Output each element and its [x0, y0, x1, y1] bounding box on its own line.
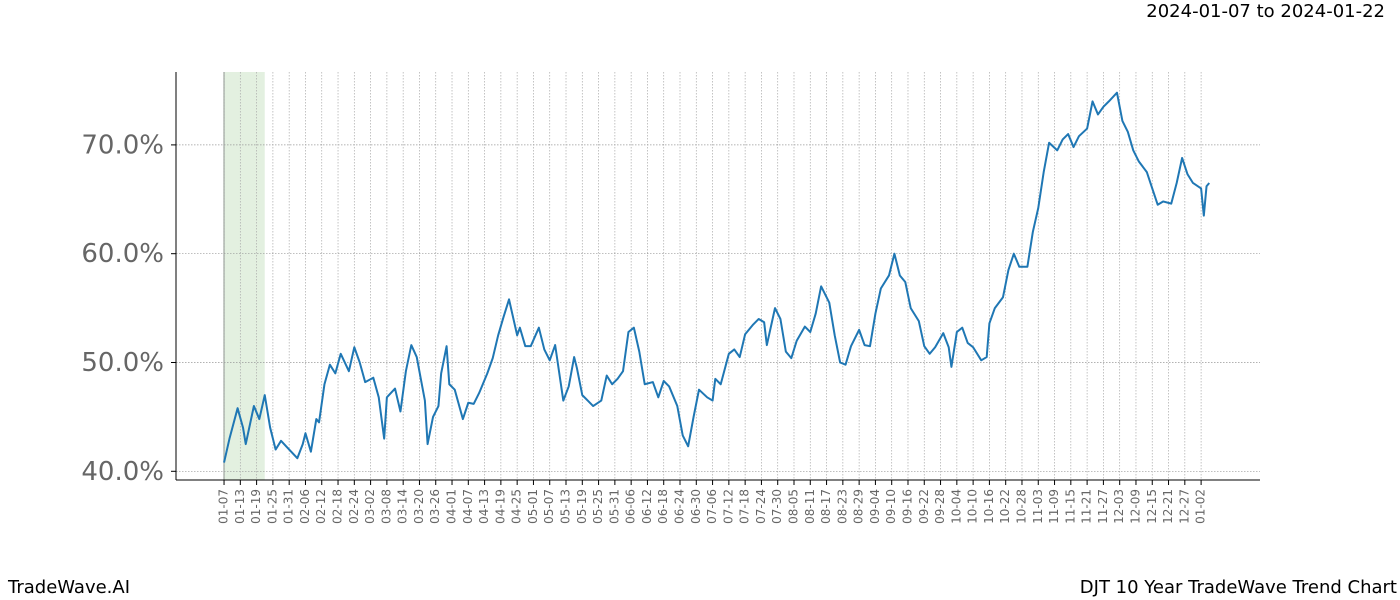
- x-tick-label: 09-16: [900, 489, 914, 524]
- x-tick-label: 04-19: [493, 489, 507, 524]
- x-tick-label: 08-05: [786, 489, 800, 524]
- y-tick-label: 70.0%: [81, 130, 164, 160]
- x-tick-label: 03-02: [363, 489, 377, 524]
- x-tick-label: 08-29: [852, 489, 866, 524]
- x-tick-label: 10-28: [1014, 489, 1028, 524]
- x-tick-label: 04-13: [477, 489, 491, 524]
- y-tick-label: 50.0%: [81, 348, 164, 378]
- x-tick-label: 11-15: [1063, 489, 1077, 524]
- x-tick-label: 07-24: [754, 489, 768, 524]
- x-tick-label: 05-31: [607, 489, 621, 524]
- x-tick-label: 12-09: [1128, 489, 1142, 524]
- x-tick-label: 07-12: [721, 489, 735, 524]
- x-tick-label: 12-03: [1112, 489, 1126, 524]
- x-tick-label: 10-10: [966, 489, 980, 524]
- x-tick-label: 06-06: [624, 489, 638, 524]
- x-tick-label: 09-04: [868, 489, 882, 524]
- x-tick-label: 06-24: [673, 489, 687, 524]
- x-tick-label: 06-30: [689, 489, 703, 524]
- x-tick-label: 08-11: [803, 489, 817, 524]
- x-tick-label: 03-20: [412, 489, 426, 524]
- data-line: [223, 91, 1211, 463]
- x-tick-label: 09-28: [933, 489, 947, 524]
- x-tick-label: 01-07: [217, 489, 231, 524]
- x-tick-label: 06-12: [640, 489, 654, 524]
- x-tick-label: 03-14: [396, 489, 410, 524]
- x-tick-label: 11-03: [1031, 489, 1045, 524]
- x-tick-label: 08-23: [835, 489, 849, 524]
- x-tick-label: 08-17: [819, 489, 833, 524]
- footer-left: TradeWave.AI: [7, 577, 130, 598]
- x-tick-label: 05-07: [542, 489, 556, 524]
- x-tick-label: 07-18: [738, 489, 752, 524]
- x-tick-label: 01-02: [1194, 489, 1208, 524]
- x-tick-label: 12-15: [1145, 489, 1159, 524]
- x-tick-label: 07-06: [705, 489, 719, 524]
- x-tick-label: 11-27: [1096, 489, 1110, 524]
- x-tick-label: 10-22: [998, 489, 1012, 524]
- x-tick-label: 12-27: [1177, 489, 1191, 524]
- x-tick-label: 09-10: [884, 489, 898, 524]
- x-tick-label: 01-25: [265, 489, 279, 524]
- x-tick-label: 02-06: [298, 489, 312, 524]
- x-tick-label: 02-24: [347, 489, 361, 524]
- x-tick-label: 02-18: [331, 489, 345, 524]
- x-tick-label: 01-19: [249, 489, 263, 524]
- x-tick-label: 02-12: [314, 489, 328, 524]
- x-tick-label: 05-13: [559, 489, 573, 524]
- x-tick-label: 10-16: [982, 489, 996, 524]
- y-tick-label: 60.0%: [81, 239, 164, 269]
- x-tick-label: 04-01: [445, 489, 459, 524]
- x-tick-label: 05-01: [526, 489, 540, 524]
- x-tick-label: 12-21: [1161, 489, 1175, 524]
- x-tick-label: 10-04: [949, 489, 963, 524]
- footer-right: DJT 10 Year TradeWave Trend Chart: [1080, 577, 1397, 598]
- x-tick-label: 05-25: [591, 489, 605, 524]
- x-tick-label: 01-13: [233, 489, 247, 524]
- x-tick-label: 03-26: [428, 489, 442, 524]
- x-tick-label: 06-18: [656, 489, 670, 524]
- x-tick-label: 05-19: [575, 489, 589, 524]
- x-tick-label: 01-31: [282, 489, 296, 524]
- chart-title: 2024-01-07 to 2024-01-22: [1146, 1, 1385, 22]
- y-tick-label: 40.0%: [81, 457, 164, 487]
- x-tick-label: 11-21: [1080, 489, 1094, 524]
- x-tick-label: 11-09: [1047, 489, 1061, 524]
- highlight-band: [224, 72, 265, 480]
- x-tick-label: 04-25: [510, 489, 524, 524]
- x-tick-label: 09-22: [917, 489, 931, 524]
- x-tick-label: 07-30: [770, 489, 784, 524]
- x-tick-label: 03-08: [379, 489, 393, 524]
- x-tick-label: 04-07: [461, 489, 475, 524]
